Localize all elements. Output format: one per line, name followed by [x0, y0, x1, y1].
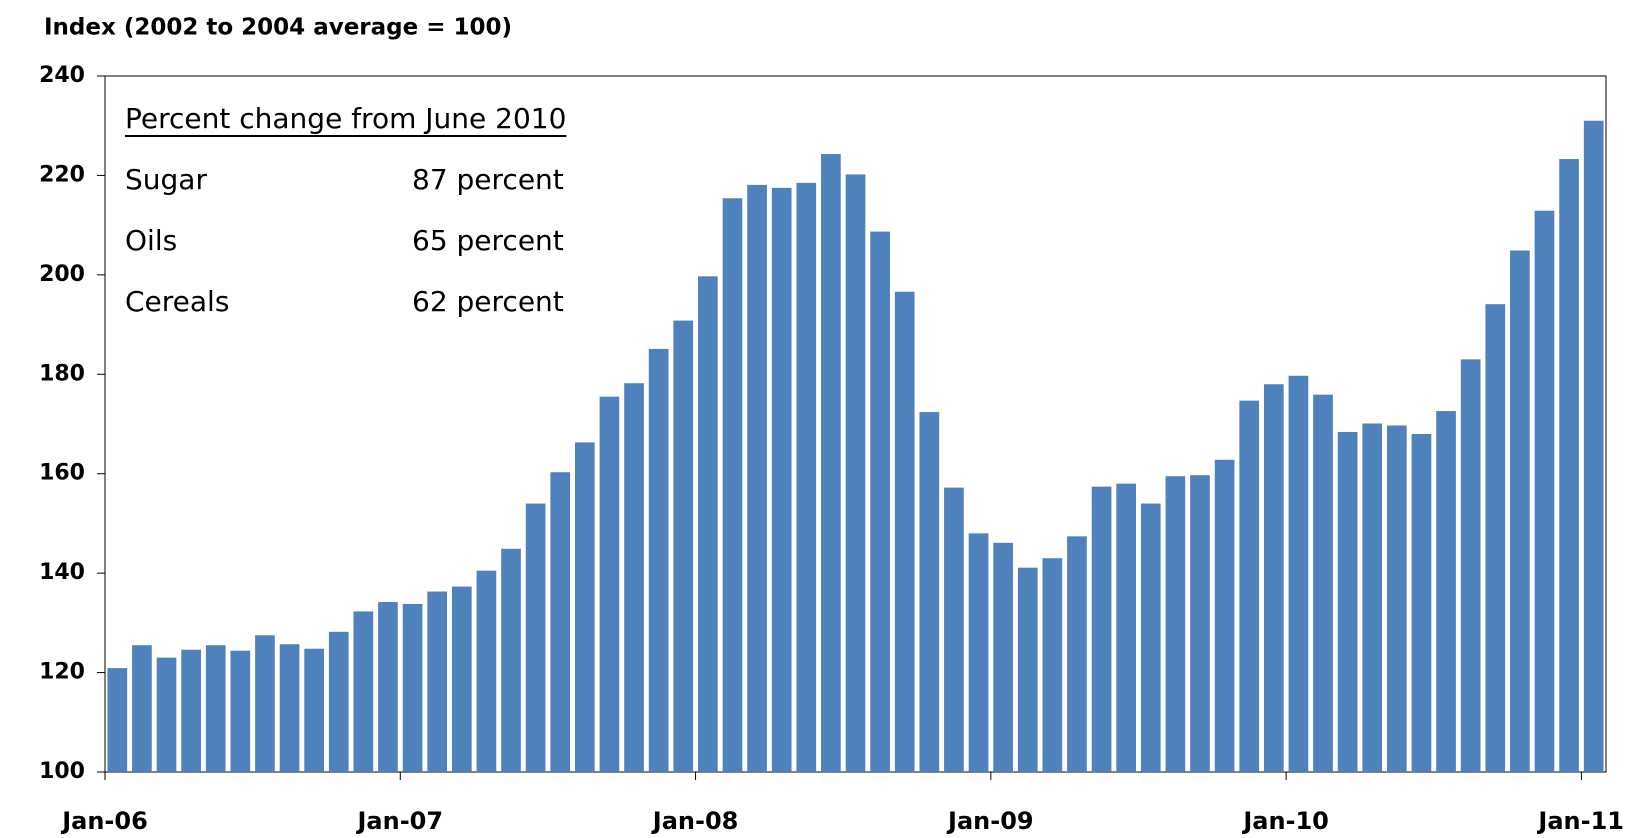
bar [919, 412, 940, 772]
bar [648, 348, 669, 772]
bar [1288, 375, 1309, 772]
y-tick-label: 160 [39, 461, 85, 486]
x-tick-label: Jan-06 [60, 807, 148, 835]
bar [353, 611, 374, 772]
bar [673, 320, 694, 772]
bar [993, 542, 1013, 772]
bar [1411, 433, 1432, 772]
bar [944, 487, 964, 772]
bar [1534, 210, 1555, 772]
bar [1337, 431, 1358, 772]
bar [181, 649, 201, 772]
annotation-label: Oils [125, 224, 177, 257]
bar [1510, 250, 1530, 773]
bar [1017, 567, 1038, 772]
bar [132, 645, 152, 772]
bar [378, 601, 398, 772]
x-tick-label: Jan-10 [1241, 807, 1329, 835]
bar [501, 548, 521, 772]
bar [1313, 394, 1333, 772]
bar [402, 603, 423, 772]
bar [1067, 536, 1087, 772]
bar [771, 187, 792, 772]
x-tick-label: Jan-09 [946, 807, 1034, 835]
bar [1042, 558, 1063, 772]
bar [107, 668, 128, 772]
x-tick-label: Jan-08 [651, 807, 739, 835]
bar [550, 472, 571, 772]
bar [279, 644, 300, 772]
bar [1140, 503, 1161, 772]
y-tick-label: 100 [39, 759, 85, 784]
bar [1460, 359, 1481, 772]
bar [1190, 475, 1210, 772]
bar [796, 182, 817, 772]
annotation-label: Sugar [125, 163, 207, 196]
bar [1436, 411, 1456, 772]
y-tick-label: 120 [39, 660, 85, 685]
bar [968, 533, 989, 772]
y-tick-label: 180 [39, 361, 85, 386]
annotation-label: Cereals [125, 285, 229, 318]
annotation-title: Percent change from June 2010 [125, 102, 566, 135]
y-tick-label: 240 [39, 63, 85, 88]
bar [1559, 159, 1579, 773]
x-tick-label: Jan-11 [1536, 807, 1624, 835]
bar [722, 198, 743, 773]
bar [230, 650, 251, 772]
bar [304, 648, 324, 772]
bar [574, 442, 595, 772]
bar [156, 657, 177, 772]
x-tick-label: Jan-07 [355, 807, 443, 835]
bar [1485, 304, 1506, 772]
bar [1091, 486, 1112, 772]
bar [255, 635, 275, 772]
bar [476, 570, 497, 772]
y-tick-label: 200 [39, 262, 85, 287]
chart-title: Index (2002 to 2004 average = 100) [44, 15, 512, 41]
bar [1362, 423, 1383, 772]
bar [427, 591, 448, 772]
bar [1214, 459, 1235, 772]
bar [1387, 425, 1407, 772]
bar [747, 184, 767, 773]
bar [1116, 483, 1137, 772]
annotation-value: 62 percent [412, 285, 564, 318]
bar [821, 154, 841, 773]
bar [328, 631, 349, 772]
y-tick-label: 140 [39, 560, 85, 585]
annotation-value: 65 percent [412, 224, 564, 257]
bar [894, 291, 915, 772]
annotation-value: 87 percent [412, 163, 564, 196]
bar [1583, 120, 1604, 772]
bar [870, 231, 890, 772]
bar [599, 396, 620, 772]
y-tick-label: 220 [39, 162, 85, 187]
bar [624, 383, 644, 772]
bar [525, 503, 546, 772]
bar [698, 276, 718, 772]
bar [205, 645, 226, 772]
bar [845, 174, 866, 773]
bar [1239, 400, 1260, 772]
bar [1263, 384, 1284, 772]
bar [1165, 476, 1186, 772]
bar [451, 586, 472, 772]
